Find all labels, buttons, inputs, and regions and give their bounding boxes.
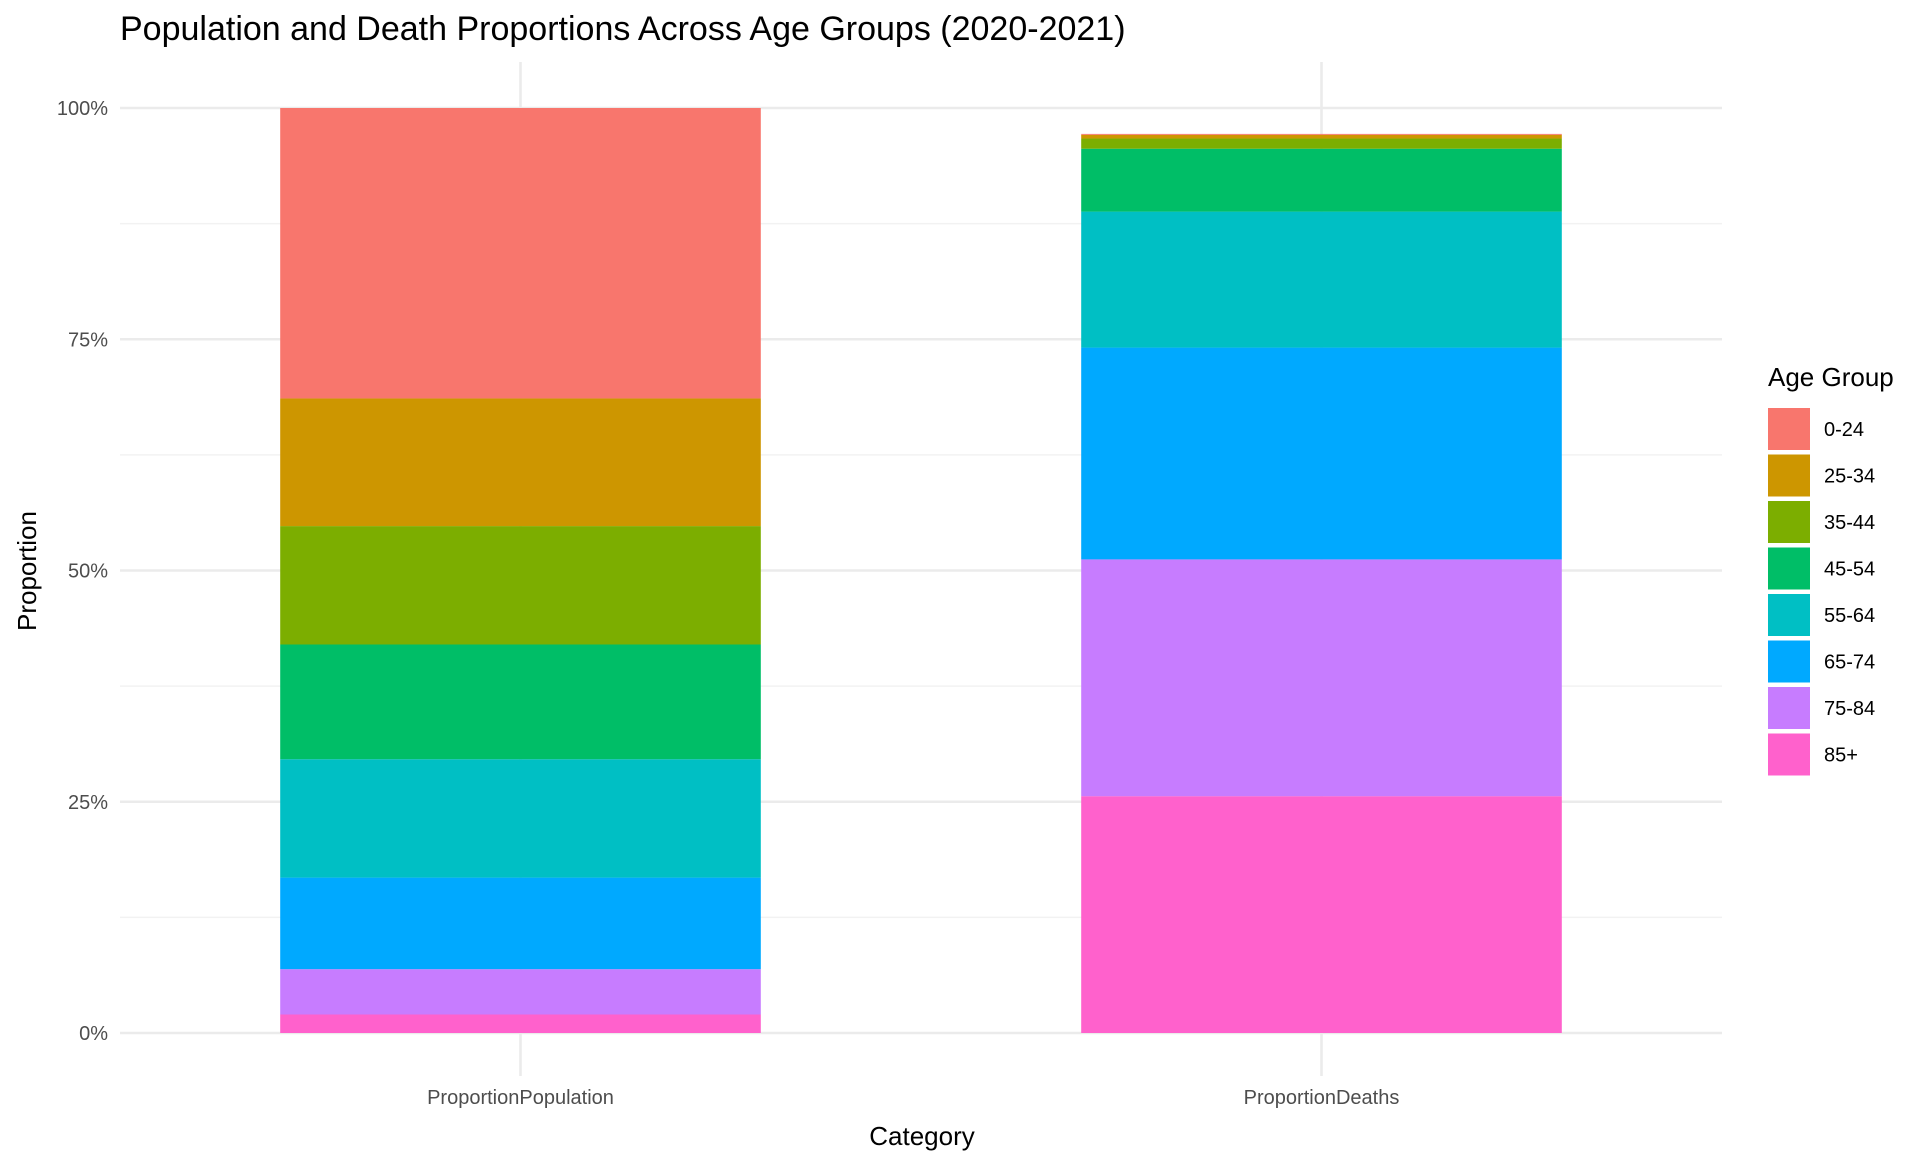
legend-label: 25-34 <box>1824 466 1875 488</box>
bar-segment: ProportionPopulation / 25-34 <box>280 398 761 527</box>
legend-key <box>1768 733 1810 776</box>
bar-segment: ProportionPopulation / 65-74 <box>280 877 761 970</box>
x-axis-ticks: ProportionPopulation ProportionDeaths <box>427 1087 1399 1109</box>
bar-segment: ProportionPopulation / 0-24 <box>280 108 761 399</box>
x-tick-label: ProportionPopulation <box>427 1087 614 1109</box>
legend-label: 55-64 <box>1824 605 1875 627</box>
y-tick-label: 75% <box>68 329 108 351</box>
y-tick-label: 25% <box>68 792 108 814</box>
legend-key <box>1768 547 1810 590</box>
legend-label: 65-74 <box>1824 652 1875 674</box>
bar-segment: ProportionDeaths / 0-24 <box>1081 133 1562 135</box>
y-axis-ticks: 0% 25% 50% 75% 100% <box>57 98 108 1045</box>
x-tick-label: ProportionDeaths <box>1244 1087 1400 1109</box>
legend: Age Group 0-24 25-34 35-44 45-54 55-64 65-74 7… <box>1768 362 1894 776</box>
legend-label: 85+ <box>1824 745 1858 767</box>
bar-segment: ProportionPopulation / 45-54 <box>280 644 761 760</box>
bar-segment: ProportionDeaths / 75-84 <box>1081 559 1562 797</box>
bar-segment: ProportionDeaths / 25-34 <box>1081 134 1562 139</box>
bar-segment: ProportionPopulation / 85+ <box>280 1014 761 1033</box>
legend-key <box>1768 594 1810 636</box>
bar-segment: ProportionDeaths / 85+ <box>1081 796 1562 1033</box>
bar-segment: ProportionPopulation / 75-84 <box>280 969 761 1015</box>
x-axis-title: Category <box>869 1121 975 1151</box>
bar-segment: ProportionDeaths / 65-74 <box>1081 347 1562 560</box>
legend-key <box>1768 501 1810 543</box>
legend-label: 0-24 <box>1824 419 1864 441</box>
legend-label: 35-44 <box>1824 512 1875 534</box>
bar-segment: ProportionDeaths / 45-54 <box>1081 148 1562 212</box>
y-axis-title: Proportion <box>12 511 42 631</box>
legend-label: 75-84 <box>1824 698 1875 720</box>
y-tick-label: 50% <box>68 561 108 583</box>
y-tick-label: 0% <box>79 1023 108 1045</box>
legend-label: 45-54 <box>1824 559 1875 581</box>
chart-title: Population and Death Proportions Across … <box>120 10 1126 48</box>
bar-segment: ProportionDeaths / 55-64 <box>1081 211 1562 348</box>
bar-segment: ProportionPopulation / 35-44 <box>280 526 761 645</box>
legend-key <box>1768 640 1810 683</box>
legend-title: Age Group <box>1768 362 1894 392</box>
y-tick-label: 100% <box>57 98 108 120</box>
legend-key <box>1768 687 1810 729</box>
bar-segment: ProportionDeaths / 35-44 <box>1081 138 1562 149</box>
bar-segment: ProportionPopulation / 55-64 <box>280 759 761 878</box>
bars-layer: ProportionPopulation / 85+ProportionPopu… <box>280 108 1562 1033</box>
legend-items: 0-24 25-34 35-44 45-54 55-64 65-74 75-84 85+ <box>1768 408 1875 776</box>
legend-key <box>1768 408 1810 450</box>
legend-key <box>1768 454 1810 497</box>
